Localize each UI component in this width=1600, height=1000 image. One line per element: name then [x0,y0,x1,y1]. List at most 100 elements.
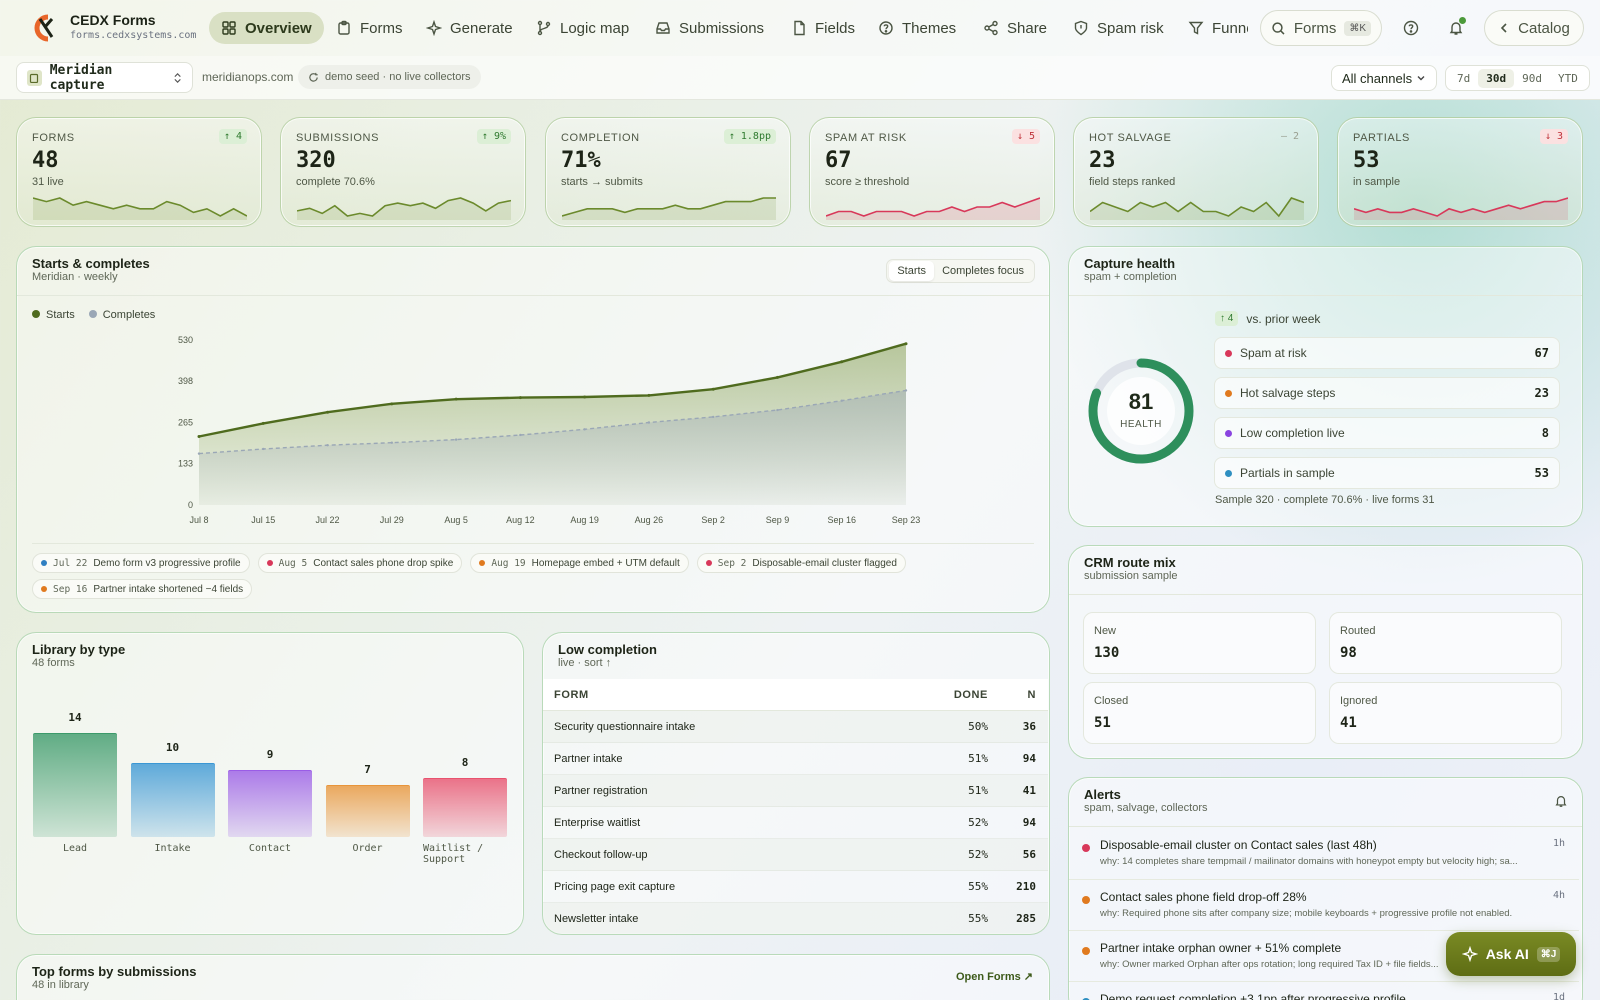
done-cell: 55% [968,880,988,893]
nav-submissions[interactable]: Submissions [643,12,776,44]
notifications-button[interactable] [1444,16,1468,40]
table-row[interactable]: Newsletter intake 55% 285 [543,903,1048,934]
nav-overview[interactable]: Overview [209,12,324,44]
nav-spam-risk-label: Spam risk [1097,19,1164,37]
workspace-domain: meridianops.com [202,70,294,84]
brand-logo-icon[interactable] [28,13,58,43]
alert-item[interactable]: Contact sales phone field drop-off 28% wh… [1069,879,1579,929]
y-tick-label: 0 [188,500,193,510]
kpi-card-spam-at-risk[interactable]: SPAM AT RISK 67 score ≥ threshold ↓ 5 [809,117,1055,227]
kpi-card-hot-salvage[interactable]: HOT SALVAGE 23 field steps ranked – 2 [1073,117,1319,227]
table-row[interactable]: Enterprise waitlist 52% 94 [543,807,1048,839]
alert-reason: why: 14 completes share tempmail / maili… [1100,856,1518,867]
bell-icon[interactable] [1554,794,1568,808]
annotation-chip[interactable]: Aug 19 Homepage embed + UTM default [470,553,689,573]
range-7d[interactable]: 7d [1457,71,1471,85]
kpi-card-submissions[interactable]: SUBMISSIONS 320 complete 70.6% ↑ 9% [280,117,526,227]
completes-point [776,408,779,412]
sparkline-fill [562,198,776,220]
annotation-date: Aug 19 [491,557,526,569]
library-bar[interactable] [33,733,117,837]
library-bar[interactable] [423,777,507,837]
sparkline-fill [826,198,1040,220]
ask-ai-button[interactable]: Ask AI ⌘J [1446,932,1576,976]
annotation-chip[interactable]: Sep 2 Disposable-email cluster flagged [696,553,906,573]
health-row[interactable]: Hot salvage steps 23 [1214,377,1560,409]
top-forms-subtitle: 48 in library [32,979,89,991]
count-cell: 41 [1022,784,1036,797]
search-shortcut: ⌘K [1344,20,1371,36]
health-row-value: 23 [1534,386,1549,400]
starts-point [840,360,844,364]
channel-select[interactable]: All channels [1331,65,1437,91]
crm-cell-label: New [1094,625,1117,637]
nav-forms[interactable]: Forms [324,12,415,44]
health-row[interactable]: Partials in sample 53 [1214,457,1560,489]
table-row[interactable]: Partner registration 51% 41 [543,775,1048,807]
range-30d[interactable]: 30d [1478,68,1515,88]
sparkline-fill [1090,198,1304,220]
nav-share[interactable]: Share [971,12,1059,44]
kpi-sparkline [826,197,1040,220]
annotation-dot [266,560,273,566]
legend-starts[interactable]: Starts [32,309,75,321]
table-row[interactable]: Pricing page exit capture 55% 210 [543,871,1048,903]
library-bar[interactable] [130,763,215,837]
kpi-card-partials[interactable]: PARTIALS 53 in sample ↓ 3 [1337,117,1583,227]
kpi-label: HOT SALVAGE [1089,132,1172,144]
kpi-delta-badge: ↑ 1.8pp [723,129,776,144]
library-bar[interactable] [325,785,410,837]
crm-cell-closed[interactable]: Closed 51 [1083,682,1316,744]
open-forms-link[interactable]: Open Forms ↗ [955,971,1033,983]
alert-item[interactable]: Disposable-email cluster on Contact sale… [1069,828,1579,878]
range-ytd[interactable]: YTD [1558,71,1578,85]
table-row[interactable]: Partner intake 51% 94 [543,743,1048,775]
legend-completes[interactable]: Completes [88,309,155,321]
tab-completes-focus[interactable]: Completes focus [942,265,1024,277]
crm-cell-ignored[interactable]: Ignored 41 [1329,682,1562,744]
nav-fields[interactable]: Fields [779,12,867,44]
form-name-cell: Partner intake [554,752,623,765]
catalog-button[interactable]: Catalog [1484,10,1584,46]
crm-cell-routed[interactable]: Routed 98 [1329,612,1562,674]
brand-domain: forms.cedxsystems.com [70,30,197,41]
nav-submissions-label: Submissions [679,19,765,37]
tab-starts[interactable]: Starts [889,261,935,281]
nav-spam-risk[interactable]: Spam risk [1061,12,1176,44]
annotation-chip[interactable]: Sep 16 Partner intake shortened −4 fields [32,579,253,599]
table-row[interactable]: Security questionnaire intake 50% 36 [543,711,1048,743]
nav-funnel[interactable]: Funnel [1176,12,1248,44]
crm-cell-new[interactable]: New 130 [1083,612,1316,674]
annotation-chip[interactable]: Aug 5 Contact sales phone drop spike [257,553,463,573]
help-button[interactable] [1399,16,1423,40]
sparkline-line [33,197,247,217]
nav-themes[interactable]: Themes [866,12,968,44]
library-bar-label: Waitlist / Support [423,843,484,865]
low-completion-subtitle: live · sort ↑ [558,657,612,669]
library-bar[interactable] [228,770,312,837]
workspace-select[interactable]: Meridian capture [16,62,193,93]
column-header-done[interactable]: DONE [953,688,988,701]
health-row[interactable]: Spam at risk 67 [1214,337,1560,369]
starts-point [197,435,201,439]
nav-fields-label: Fields [815,19,856,37]
divider [1069,295,1582,296]
column-header-n[interactable]: N [1027,688,1036,701]
library-subtitle: 48 forms [32,657,75,669]
alert-item[interactable]: Demo request completion +3.1pp after pro… [1069,981,1579,1000]
kpi-card-completion[interactable]: COMPLETION 71% starts → submits ↑ 1.8pp [545,117,791,227]
health-row[interactable]: Low completion live 8 [1214,417,1560,449]
alert-item[interactable]: Partner intake orphan owner + 51% comple… [1069,930,1579,980]
range-90d[interactable]: 90d [1522,71,1542,85]
column-header-form[interactable]: FORM [554,688,589,701]
nav-logic-map[interactable]: Logic map [524,12,641,44]
chevron-down-icon [1417,76,1425,81]
completes-point [840,399,843,402]
search-input[interactable]: Forms ⌘K [1260,10,1382,46]
annotation-chip[interactable]: Jul 22 Demo form v3 progressive profile [32,553,250,573]
nav-generate[interactable]: Generate [414,12,525,44]
health-row-label: Low completion live [1240,426,1345,440]
table-row[interactable]: Checkout follow-up 52% 56 [543,839,1048,871]
library-bar-label: Intake [154,843,191,854]
kpi-card-forms[interactable]: FORMS 48 31 live ↑ 4 [16,117,262,227]
